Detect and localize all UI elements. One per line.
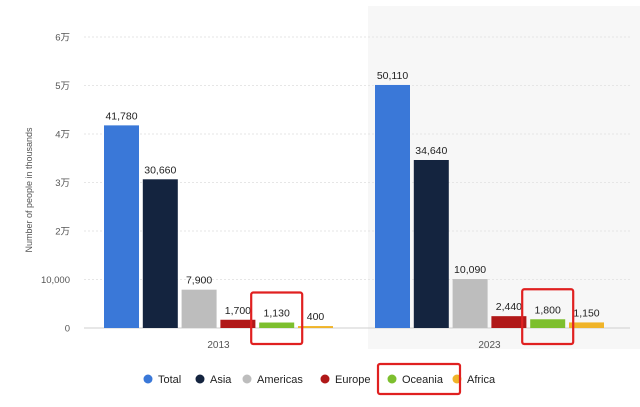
legend-swatch <box>387 374 397 384</box>
y-tick-label: 2万 <box>55 227 70 238</box>
legend-label: Total <box>158 374 181 386</box>
legend-label: Oceania <box>402 374 444 386</box>
bar-africa-2023 <box>569 322 604 328</box>
bar-europe-2013 <box>220 319 256 328</box>
highlight-box <box>250 291 304 346</box>
data-label: 34,640 <box>415 145 447 157</box>
bar-americas-2023 <box>452 279 488 328</box>
data-label: 1,150 <box>573 307 599 319</box>
y-tick-label: 5万 <box>55 81 70 92</box>
x-tick-label: 2013 <box>207 340 230 351</box>
data-label: 2,440 <box>496 301 522 313</box>
legend: Total Asia Americas Europe Oceania Africa <box>143 362 496 396</box>
bars: 41,780 30,660 7,900 1,700 1,130 400 50,110 34,6… <box>104 70 604 329</box>
y-axis-ticks: 0 10,000 2万 3万 4万 5万 6万 <box>41 33 70 335</box>
legend-highlight-box <box>376 362 462 396</box>
data-label: 1,800 <box>535 304 561 316</box>
data-label: 10,090 <box>454 264 486 276</box>
highlight-boxes <box>250 288 575 346</box>
x-tick-label: 2023 <box>478 340 501 351</box>
legend-swatch <box>320 374 330 384</box>
y-axis-label: Number of people in thousands <box>24 127 34 253</box>
legend-item-oceania[interactable]: Oceania <box>387 374 444 386</box>
bar-americas-2013 <box>181 289 217 328</box>
bar-total-2023 <box>375 84 410 329</box>
y-tick-label: 4万 <box>55 130 70 141</box>
y-tick-label: 10,000 <box>41 275 70 286</box>
bar-total-2013 <box>104 125 139 328</box>
bar-asia-2013 <box>142 179 178 328</box>
y-tick-label: 6万 <box>55 33 70 44</box>
legend-label: Asia <box>210 374 232 386</box>
bar-oceania-2023 <box>530 319 566 328</box>
legend-item-europe[interactable]: Europe <box>320 374 371 386</box>
x-axis-ticks: 2013 2023 <box>207 340 501 351</box>
legend-swatch <box>195 374 205 384</box>
data-label: 41,780 <box>105 110 137 122</box>
bar-oceania-2013 <box>259 322 295 328</box>
data-label: 1,130 <box>264 308 290 320</box>
data-label: 1,700 <box>225 305 251 317</box>
data-label: 50,110 <box>377 70 408 82</box>
data-label: 400 <box>307 311 325 323</box>
y-tick-label: 0 <box>65 324 70 335</box>
legend-label: Europe <box>335 374 370 386</box>
legend-label: Americas <box>257 374 303 386</box>
legend-item-asia[interactable]: Asia <box>195 374 233 386</box>
legend-item-total[interactable]: Total <box>143 374 182 386</box>
data-label: 7,900 <box>186 275 212 287</box>
legend-swatch <box>143 374 153 384</box>
legend-label: Africa <box>467 374 496 386</box>
highlight-box <box>521 288 575 346</box>
bar-asia-2023 <box>413 159 449 328</box>
legend-swatch <box>242 374 252 384</box>
y-tick-label: 3万 <box>55 178 70 189</box>
bar-europe-2023 <box>491 316 527 328</box>
bar-africa-2013 <box>298 326 333 328</box>
data-label: 30,660 <box>144 164 176 176</box>
legend-item-americas[interactable]: Americas <box>242 374 304 386</box>
